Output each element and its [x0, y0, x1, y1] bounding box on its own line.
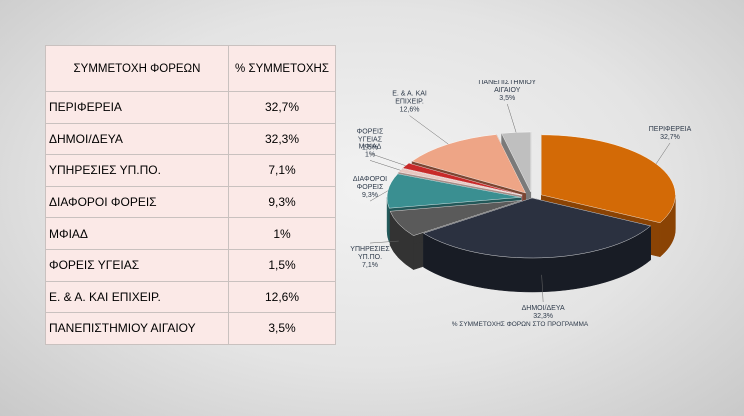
pie-leader-line [369, 240, 399, 244]
pie-value-label: 1,5% [362, 144, 378, 151]
pie-category-label: Ε. & Α. ΚΑΙ [392, 91, 427, 98]
table-cell-percentage: 32,7% [228, 91, 336, 124]
table-row: ΦΟΡΕΙΣ ΥΓΕΙΑΣ 1,5% [45, 248, 336, 282]
pie-leader-line [369, 190, 389, 202]
pie-leader-line [369, 160, 401, 171]
pie-value-label: 32,3% [533, 313, 553, 320]
participation-table-grid: ΣΥΜΜΕΤΟΧΗ ΦΟΡΕΩΝ % ΣΥΜΜΕΤΟΧΗΣ ΠΕΡΙΦΕΡΕΙΑ… [45, 45, 336, 345]
table-cell-percentage: 7,1% [228, 154, 336, 187]
table-cell-organization: ΦΟΡΕΙΣ ΥΓΕΙΑΣ [45, 248, 229, 282]
pie-value-label: 12,6% [400, 107, 420, 114]
pie-category-label: ΥΓΕΙΑΣ [358, 136, 383, 143]
pie-category-label: ΦΟΡΕΙΣ [357, 128, 384, 135]
table-cell-organization: Ε. & Α. ΚΑΙ ΕΠΙΧΕΙΡ. [45, 280, 229, 314]
table-cell-organization: ΔΙΑΦΟΡΟΙ ΦΟΡΕΙΣ [45, 185, 229, 219]
table-cell-percentage: 32,3% [228, 122, 336, 156]
pie-label-layer: ΠΕΡΙΦΕΡΕΙΑ32,7%ΔΗΜΟΙ/ΔΕΥΑ32,3%ΥΠΗΡΕΣΙΕΣΥ… [350, 80, 691, 320]
pie-category-label: ΔΙΑΦΟΡΟΙ [353, 176, 387, 183]
pie-category-label: ΦΟΡΕΙΣ [357, 184, 384, 191]
pie-leader-line [541, 274, 544, 303]
participation-table: ΣΥΜΜΕΤΟΧΗ ΦΟΡΕΩΝ % ΣΥΜΜΕΤΟΧΗΣ ΠΕΡΙΦΕΡΕΙΑ… [45, 45, 336, 345]
table-cell-organization: ΠΑΝΕΠΙΣΤΗΜΙΟΥ ΑΙΓΑΙΟΥ [45, 312, 229, 345]
pie-value-label: 32,7% [660, 134, 680, 141]
pie-category-label: ΠΕΡΙΦΕΡΕΙΑ [649, 126, 692, 133]
table-cell-organization: ΜΦΙΑΔ [45, 217, 229, 250]
pie-leader-line [507, 103, 517, 133]
table-row: ΔΗΜΟΙ/ΔΕΥΑ 32,3% [45, 122, 336, 156]
pie-top-layer [386, 131, 676, 259]
pie-value-label: 1% [365, 151, 375, 158]
table-cell-percentage: 9,3% [228, 185, 336, 219]
pie-slice [411, 134, 527, 194]
pie-category-label: ΑΙΓΑΙΟΥ [494, 87, 521, 94]
table-row: ΔΙΑΦΟΡΟΙ ΦΟΡΕΙΣ 9,3% [45, 185, 336, 219]
table-header-row: ΣΥΜΜΕΤΟΧΗ ΦΟΡΕΩΝ % ΣΥΜΜΕΤΟΧΗΣ [45, 45, 336, 92]
pie-slice [541, 134, 676, 223]
pie-chart: ΠΕΡΙΦΕΡΕΙΑ32,7%ΔΗΜΟΙ/ΔΕΥΑ32,3%ΥΠΗΡΕΣΙΕΣΥ… [350, 80, 691, 328]
header-organization: ΣΥΜΜΕΤΟΧΗ ΦΟΡΕΩΝ [45, 45, 229, 92]
chart-title: % ΣΥΜΜΕΤΟΧΗΣ ΦΟΡΩΝ ΣΤΟ ΠΡΟΓΡΑΜΜΑ [452, 321, 589, 328]
pie-slice [501, 131, 531, 193]
table-cell-organization: ΔΗΜΟΙ/ΔΕΥΑ [45, 122, 229, 156]
table-cell-percentage: 12,6% [228, 280, 336, 314]
pie-leader-line [369, 153, 406, 166]
table-cell-organization: ΥΠΗΡΕΣΙΕΣ ΥΠ.ΠΟ. [45, 154, 229, 187]
table-row: ΜΦΙΑΔ 1% [45, 217, 336, 250]
table-row: Ε. & Α. ΚΑΙ ΕΠΙΧΕΙΡ. 12,6% [45, 280, 336, 314]
pie-slice [402, 162, 523, 196]
pie-value-label: 9,3% [362, 192, 378, 199]
pie-slice [423, 197, 652, 259]
pie-category-label: ΥΠΗΡΕΣΙΕΣ [350, 246, 390, 253]
pie-value-label: 3,5% [499, 95, 515, 102]
pie-leader-line [655, 142, 671, 164]
pie-slice [389, 200, 522, 236]
table-cell-percentage: 3,5% [228, 312, 336, 345]
pie-value-label: 7,1% [362, 262, 378, 269]
table-cell-organization: ΠΕΡΙΦΕΡΕΙΑ [45, 91, 229, 124]
pie-category-label: ΜΦΙΑΔ [359, 143, 382, 150]
table-row: ΠΕΡΙΦΕΡΕΙΑ 32,7% [45, 91, 336, 124]
pie-leader-line [409, 115, 449, 145]
table-row: ΥΠΗΡΕΣΙΕΣ ΥΠ.ΠΟ. 7,1% [45, 154, 336, 187]
pie-slice [386, 173, 522, 209]
table-cell-percentage: 1% [228, 217, 336, 250]
pie-category-label: ΠΑΝΕΠΙΣΤΗΜΙΟΥ [478, 80, 536, 86]
pie-category-label: ΔΗΜΟΙ/ΔΕΥΑ [522, 305, 565, 312]
table-row: ΠΑΝΕΠΙΣΤΗΜΙΟΥ ΑΙΓΑΙΟΥ 3,5% [45, 312, 336, 345]
pie-category-label: ΥΠ.ΠΟ. [358, 254, 382, 261]
header-percentage: % ΣΥΜΜΕΤΟΧΗΣ [228, 45, 336, 92]
table-cell-percentage: 1,5% [228, 248, 336, 282]
pie-category-label: ΕΠΙΧΕΙΡ. [395, 99, 424, 106]
